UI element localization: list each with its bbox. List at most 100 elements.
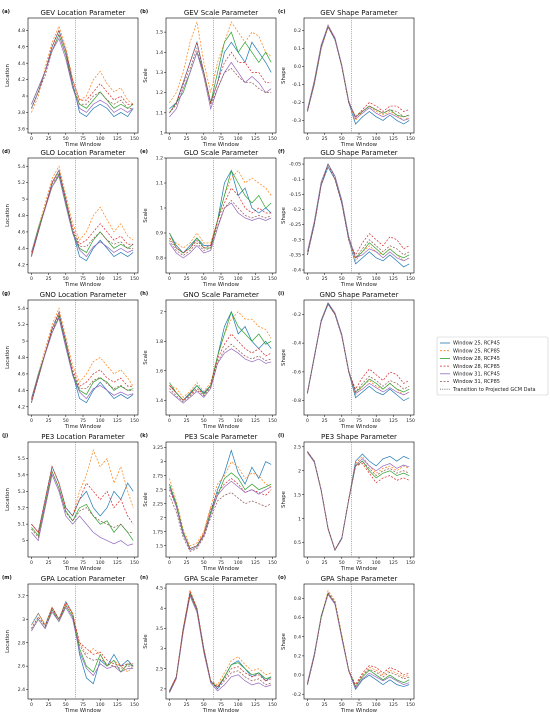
y-tick-label: -0.35	[289, 252, 301, 258]
panel-tag: (c)	[278, 9, 286, 15]
series-line-3	[169, 31, 272, 114]
x-tick-label: 50	[63, 560, 69, 566]
y-tick-label: 4	[22, 94, 25, 100]
x-tick-label: 125	[113, 136, 122, 142]
x-axis-label: Time Window	[340, 708, 378, 714]
panel-tag: (g)	[2, 291, 10, 297]
y-tick-label: 4	[160, 606, 163, 612]
series-line-6	[31, 171, 134, 256]
chart-panel-o: (o) GPA Shape Parameter 0 25 50 75 100 125 150 -0…	[278, 575, 415, 714]
series-line-6	[31, 470, 134, 539]
x-axis-label: Time Window	[340, 424, 378, 430]
x-tick-label: 100	[234, 560, 243, 566]
y-tick-label: 3.8	[18, 110, 25, 116]
chart-panel-d: (d) GLO Location Parameter 0 25 50 75 100 125 15…	[2, 149, 139, 288]
panel-tag: (j)	[2, 433, 8, 439]
legend-label: Transition to Projected GCM Data	[452, 387, 536, 393]
x-tick-label: 125	[389, 702, 398, 708]
x-tick-label: 150	[268, 136, 277, 142]
x-tick-label: 25	[322, 418, 328, 424]
chart-title: GLO Shape Parameter	[320, 149, 397, 157]
y-tick-label: 0.2	[294, 653, 301, 659]
y-tick-label: 1.4	[156, 50, 163, 56]
x-tick-label: 125	[389, 418, 398, 424]
series-line-4	[169, 590, 272, 692]
series-line-3	[169, 310, 272, 401]
legend-label: Window 31, RCP85	[453, 379, 500, 385]
chart-panel-i: (i) GNO Shape Parameter 0 25 50 75 100 125 150 -0…	[278, 291, 415, 430]
y-tick-label: -0.3	[292, 237, 301, 243]
y-tick-label: 1.5	[156, 30, 163, 36]
y-tick-label: 1.1	[156, 110, 163, 116]
chart-title: GLO Location Parameter	[40, 149, 125, 157]
y-tick-label: 2.25	[153, 501, 163, 507]
x-tick-label: 100	[96, 418, 105, 424]
series-line-4	[169, 40, 272, 114]
y-tick-label: 2.5	[294, 444, 301, 450]
x-tick-label: 150	[130, 276, 139, 282]
y-tick-label: 0.0	[294, 673, 301, 679]
series-line-6	[307, 451, 410, 551]
y-axis-label: Location	[5, 488, 11, 511]
series-line-6	[169, 47, 272, 114]
series-line-5	[307, 163, 410, 262]
series-line-4	[31, 601, 134, 667]
x-tick-label: 50	[63, 136, 69, 142]
chart-title: GPA Scale Parameter	[184, 575, 258, 583]
chart-panel-g: (g) GNO Location Parameter 0 25 50 75 100 125 15…	[2, 291, 139, 430]
y-tick-label: 1	[160, 206, 163, 212]
chart-panel-h: (h) GNO Scale Parameter 0 25 50 75 100 125 150 1.…	[140, 291, 277, 430]
x-tick-label: 125	[251, 276, 260, 282]
x-tick-label: 50	[63, 702, 69, 708]
chart-title: GNO Location Parameter	[40, 291, 127, 299]
x-tick-label: 75	[218, 276, 224, 282]
x-tick-label: 0	[306, 418, 309, 424]
y-tick-label: -0.2	[292, 692, 301, 698]
x-tick-label: 150	[406, 418, 415, 424]
series-line-4	[31, 169, 134, 257]
x-axis-label: Time Window	[202, 282, 240, 288]
y-tick-label: 2	[160, 687, 163, 693]
x-axis-label: Time Window	[202, 566, 240, 572]
series-line-2	[169, 311, 272, 398]
series-line-6	[31, 33, 134, 109]
x-tick-label: 150	[268, 702, 277, 708]
y-tick-label: 3	[160, 459, 163, 465]
panel-tag: (k)	[140, 433, 148, 439]
x-tick-label: 100	[372, 702, 381, 708]
y-axis-label: Scale	[143, 634, 149, 649]
y-tick-label: 5.4	[18, 472, 25, 478]
series-line-1	[307, 26, 410, 125]
chart-title: GNO Shape Parameter	[320, 291, 399, 299]
y-tick-label: 0.9	[156, 231, 163, 237]
series-line-2	[307, 589, 410, 688]
x-tick-label: 0	[168, 702, 171, 708]
plot-frame	[27, 441, 139, 558]
y-tick-label: 0.6	[294, 615, 301, 621]
panel-tag: (d)	[2, 149, 10, 155]
plot-frame	[27, 157, 139, 274]
x-tick-label: 100	[234, 702, 243, 708]
chart-title: GNO Scale Parameter	[183, 291, 259, 299]
series-line-5	[169, 480, 272, 551]
series-line-4	[31, 465, 134, 534]
y-tick-label: -0.1	[292, 82, 301, 88]
x-tick-label: 50	[201, 560, 207, 566]
y-tick-label: 0.5	[294, 540, 301, 546]
x-tick-label: 50	[201, 702, 207, 708]
series-line-3	[31, 315, 134, 399]
x-tick-label: 100	[96, 276, 105, 282]
x-tick-label: 75	[356, 136, 362, 142]
series-line-5	[31, 606, 134, 677]
x-tick-label: 0	[168, 276, 171, 282]
x-tick-label: 150	[268, 276, 277, 282]
legend-label: Window 25, RCP45	[453, 341, 500, 347]
y-tick-label: 1	[160, 131, 163, 137]
series-line-6	[169, 199, 272, 256]
y-tick-label: 1.5	[294, 492, 301, 498]
y-tick-label: 2.75	[153, 473, 163, 479]
x-tick-label: 25	[322, 276, 328, 282]
chart-title: GEV Shape Parameter	[320, 9, 398, 17]
chart-panel-m: (m) GPA Location Parameter 0 25 50 75 100 125 15…	[2, 575, 139, 714]
x-tick-label: 25	[184, 418, 190, 424]
